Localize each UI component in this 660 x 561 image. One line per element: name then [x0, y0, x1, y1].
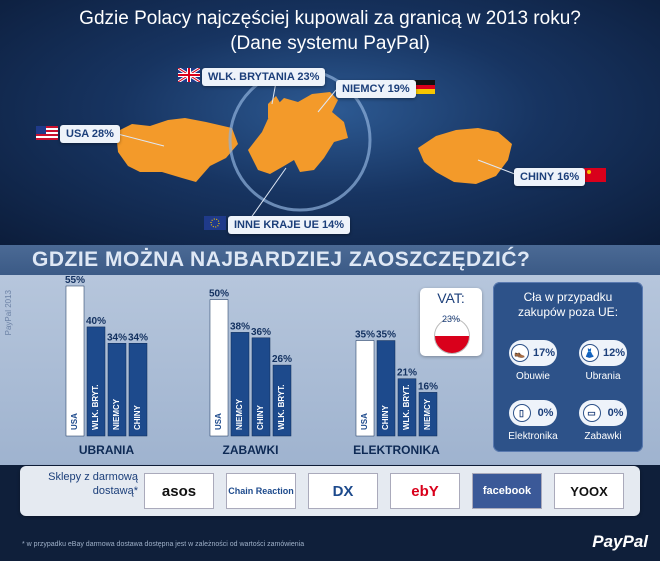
- customs-item-electronics: ▯ 0% Elektronika: [503, 400, 563, 442]
- title-line-2: (Dane systemu PayPal): [230, 33, 430, 54]
- data-label: 38%: [230, 321, 250, 332]
- shops-panel: Sklepy z darmową dostawą* asos Chain Rea…: [20, 466, 640, 516]
- data-label: 16%: [418, 381, 438, 392]
- data-label: 55%: [65, 275, 85, 286]
- title-line-1: Gdzie Polacy najczęściej kupowali za gra…: [79, 8, 581, 29]
- customs-item-shoes: 👞 17% Obuwie: [503, 340, 563, 382]
- dress-icon: 👗: [580, 344, 599, 362]
- ebay-logo[interactable]: ebY: [390, 473, 460, 509]
- bar-elektronika-0: [355, 340, 375, 437]
- uk-shape: [268, 96, 282, 120]
- footer: [0, 520, 660, 561]
- paypal-logo: PayPal: [592, 532, 648, 551]
- footer-note: * w przypadku eBay darmowa dostawa dostę…: [22, 541, 305, 548]
- category-label: USA: [214, 413, 223, 430]
- bar-ubrania-2: [107, 343, 127, 437]
- customs-title: Cła w przypadku zakupów poza UE:: [493, 290, 643, 320]
- customs-value: 12%: [602, 347, 625, 359]
- label-other-eu: INNE KRAJE UE 14%: [228, 216, 351, 234]
- category-label: NIEMCY: [423, 398, 432, 430]
- vat-box: VAT: 23%: [420, 288, 482, 356]
- data-label: 40%: [86, 316, 106, 327]
- shoe-icon: 👞: [510, 344, 529, 362]
- shops-title: Sklepy z darmową dostawą*: [30, 470, 138, 498]
- label-uk: WLK. BRYTANIA 23%: [202, 68, 326, 86]
- bar-zabawki-1: [230, 332, 250, 437]
- savings-band: [0, 245, 660, 275]
- customs-label: Obuwie: [516, 371, 550, 382]
- label-germany: NIEMCY 19%: [336, 80, 416, 98]
- group-label: ELEKTRONIKA: [353, 443, 440, 457]
- category-label: WLK. BRYT.: [277, 385, 286, 430]
- label-china: CHINY 16%: [514, 168, 586, 186]
- uk-flag-icon: [177, 66, 201, 84]
- vat-value: 23%: [441, 314, 460, 324]
- group-label: UBRANIA: [79, 443, 135, 457]
- customs-label: Elektronika: [508, 431, 558, 442]
- customs-label: Zabawki: [584, 431, 622, 442]
- category-label: USA: [360, 413, 369, 430]
- group-label: ZABAWKI: [223, 443, 279, 457]
- customs-title-line-2: zakupów poza UE:: [517, 305, 619, 319]
- dx-logo[interactable]: DX: [308, 473, 378, 509]
- device-icon: ▯: [512, 404, 531, 422]
- category-label: CHINY: [381, 404, 390, 430]
- usa-flag-icon: [36, 126, 58, 140]
- data-label: 35%: [376, 330, 396, 341]
- category-label: WLK. BRYT.: [91, 385, 100, 430]
- facebook-logo[interactable]: facebook: [472, 473, 542, 509]
- germany-flag-icon: [413, 80, 435, 94]
- data-label: 34%: [107, 332, 127, 343]
- poland-flag-icon: [434, 318, 470, 354]
- bar-zabawki-0: [209, 299, 229, 437]
- shops-title-line-1: Sklepy z darmową: [48, 471, 138, 483]
- customs-value: 0%: [537, 407, 554, 419]
- customs-label: Ubrania: [585, 371, 621, 382]
- customs-item-toys: ▭ 0% Zabawki: [573, 400, 633, 442]
- bar-elektronika-1: [376, 340, 396, 437]
- bar-ubrania-3: [128, 343, 148, 437]
- savings-title: GDZIE MOŻNA NAJBARDZIEJ ZAOSZCZĘDZIĆ?: [32, 248, 531, 271]
- usa-shape: [116, 118, 238, 182]
- customs-panel: Cła w przypadku zakupów poza UE: 👞 17% Ob…: [493, 282, 643, 452]
- data-label: 21%: [397, 368, 417, 379]
- toy-car-icon: ▭: [582, 404, 601, 422]
- data-label: 35%: [355, 330, 375, 341]
- china-shape: [418, 128, 512, 184]
- eu-flag-icon: [204, 216, 226, 230]
- category-label: USA: [70, 413, 79, 430]
- label-usa: USA 28%: [60, 125, 120, 143]
- bar-elektronika-3: [418, 392, 438, 437]
- data-label: 50%: [209, 289, 229, 300]
- vat-title: VAT:: [437, 290, 465, 306]
- chain-reaction-logo[interactable]: Chain Reaction: [226, 473, 296, 509]
- shops-title-line-2: dostawą*: [92, 485, 138, 497]
- china-flag-icon: [584, 168, 606, 182]
- customs-value: 17%: [532, 347, 555, 359]
- asos-logo[interactable]: asos: [144, 473, 214, 509]
- category-label: WLK. BRYT.: [402, 385, 411, 430]
- bar-ubrania-1: [86, 326, 106, 437]
- data-label: 36%: [251, 327, 271, 338]
- category-label: NIEMCY: [235, 398, 244, 430]
- category-label: CHINY: [133, 404, 142, 430]
- customs-title-line-1: Cła w przypadku: [523, 290, 613, 304]
- category-label: NIEMCY: [112, 398, 121, 430]
- bar-elektronika-2: [397, 378, 417, 437]
- category-label: CHINY: [256, 404, 265, 430]
- bar-ubrania-0: [65, 285, 85, 437]
- data-label: 34%: [128, 332, 148, 343]
- data-label: 26%: [272, 354, 292, 365]
- bar-zabawki-2: [251, 337, 271, 437]
- customs-value: 0%: [607, 407, 624, 419]
- yoox-logo[interactable]: YOOX: [554, 473, 624, 509]
- customs-item-clothes: 👗 12% Ubrania: [573, 340, 633, 382]
- bar-zabawki-3: [272, 364, 292, 437]
